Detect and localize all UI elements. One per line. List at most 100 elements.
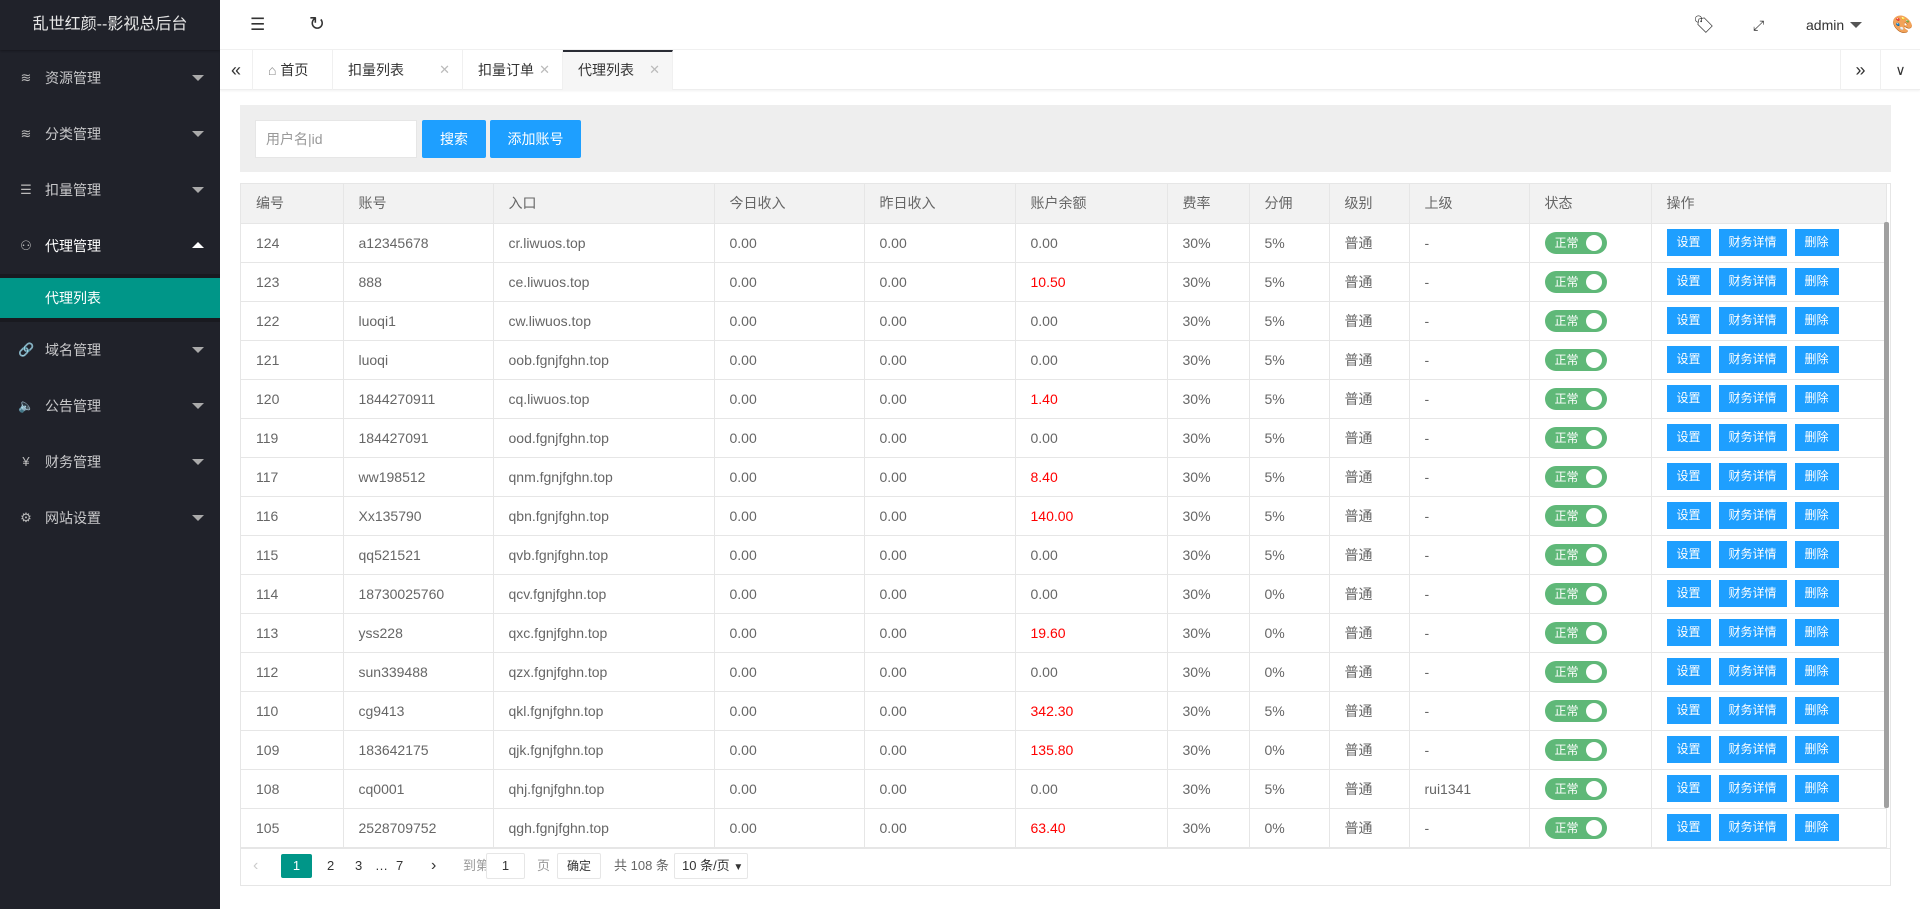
finance-detail-button[interactable]: 财务详情 xyxy=(1718,658,1787,685)
finance-detail-button[interactable]: 财务详情 xyxy=(1718,697,1787,724)
status-toggle[interactable]: 正常 xyxy=(1544,231,1607,254)
chevron-down-icon[interactable]: ∨ xyxy=(1880,50,1920,90)
sidebar-item-7[interactable]: ⚙ 网站设置 xyxy=(0,490,220,546)
delete-button[interactable]: 删除 xyxy=(1794,580,1839,607)
settings-button[interactable]: 设置 xyxy=(1666,541,1711,568)
page-1[interactable]: 1 xyxy=(281,854,312,878)
next-page-icon[interactable]: › xyxy=(431,857,437,874)
delete-button[interactable]: 删除 xyxy=(1794,736,1839,763)
table-scrollbar[interactable] xyxy=(1884,222,1889,808)
settings-button[interactable]: 设置 xyxy=(1666,424,1711,451)
fullscreen-icon[interactable]: ⤢ xyxy=(1753,17,1765,33)
settings-button[interactable]: 设置 xyxy=(1666,736,1711,763)
settings-button[interactable]: 设置 xyxy=(1666,268,1711,295)
tabs-scroll-right-icon[interactable]: » xyxy=(1840,50,1880,90)
delete-button[interactable]: 删除 xyxy=(1794,502,1839,529)
sidebar-item-3[interactable]: ⚇ 代理管理 xyxy=(0,218,220,274)
settings-button[interactable]: 设置 xyxy=(1666,229,1711,256)
finance-detail-button[interactable]: 财务详情 xyxy=(1718,619,1787,646)
search-button[interactable]: 搜索 xyxy=(422,120,486,158)
sidebar-item-0[interactable]: ≋ 资源管理 xyxy=(0,50,220,106)
sidebar-item-6[interactable]: ¥ 财务管理 xyxy=(0,434,220,490)
status-toggle[interactable]: 正常 xyxy=(1544,348,1607,371)
status-toggle[interactable]: 正常 xyxy=(1544,426,1607,449)
close-icon[interactable]: ✕ xyxy=(439,62,450,77)
settings-button[interactable]: 设置 xyxy=(1666,580,1711,607)
page-3[interactable]: 3 xyxy=(355,858,363,873)
status-toggle[interactable]: 正常 xyxy=(1544,699,1607,722)
tab-agent-list[interactable]: 代理列表 ✕ xyxy=(563,50,673,90)
prev-page-icon[interactable]: ‹ xyxy=(253,857,259,874)
refresh-icon[interactable]: ↻ xyxy=(309,14,325,35)
status-toggle[interactable]: 正常 xyxy=(1544,504,1607,527)
settings-button[interactable]: 设置 xyxy=(1666,619,1711,646)
page-7[interactable]: 7 xyxy=(396,858,404,873)
delete-button[interactable]: 删除 xyxy=(1794,463,1839,490)
tab-deduct-orders[interactable]: 扣量订单 ✕ xyxy=(463,50,563,90)
tag-icon[interactable]: 🏷 xyxy=(1693,15,1715,34)
status-toggle[interactable]: 正常 xyxy=(1544,660,1607,683)
add-account-button[interactable]: 添加账号 xyxy=(490,120,581,158)
finance-detail-button[interactable]: 财务详情 xyxy=(1718,385,1787,412)
finance-detail-button[interactable]: 财务详情 xyxy=(1718,424,1787,451)
finance-detail-button[interactable]: 财务详情 xyxy=(1718,268,1787,295)
settings-button[interactable]: 设置 xyxy=(1666,658,1711,685)
finance-detail-button[interactable]: 财务详情 xyxy=(1718,229,1787,256)
delete-button[interactable]: 删除 xyxy=(1794,658,1839,685)
tabs-scroll-left-icon[interactable]: « xyxy=(220,50,253,90)
finance-detail-button[interactable]: 财务详情 xyxy=(1718,775,1787,802)
sidebar-subitem-agent-list[interactable]: 代理列表 xyxy=(0,278,220,318)
delete-button[interactable]: 删除 xyxy=(1794,541,1839,568)
close-icon[interactable]: ✕ xyxy=(539,62,550,77)
delete-button[interactable]: 删除 xyxy=(1794,619,1839,646)
status-toggle[interactable]: 正常 xyxy=(1544,309,1607,332)
finance-detail-button[interactable]: 财务详情 xyxy=(1718,541,1787,568)
status-toggle[interactable]: 正常 xyxy=(1544,777,1607,800)
finance-detail-button[interactable]: 财务详情 xyxy=(1718,502,1787,529)
settings-button[interactable]: 设置 xyxy=(1666,775,1711,802)
finance-detail-button[interactable]: 财务详情 xyxy=(1718,814,1787,841)
settings-button[interactable]: 设置 xyxy=(1666,697,1711,724)
finance-detail-button[interactable]: 财务详情 xyxy=(1718,463,1787,490)
page-size-select[interactable]: 10 条/页 ▼ xyxy=(674,853,748,879)
settings-button[interactable]: 设置 xyxy=(1666,307,1711,334)
goto-page-input[interactable]: 1 xyxy=(486,853,525,879)
settings-button[interactable]: 设置 xyxy=(1666,385,1711,412)
delete-button[interactable]: 删除 xyxy=(1794,268,1839,295)
status-toggle[interactable]: 正常 xyxy=(1544,816,1607,839)
delete-button[interactable]: 删除 xyxy=(1794,814,1839,841)
settings-button[interactable]: 设置 xyxy=(1666,463,1711,490)
settings-button[interactable]: 设置 xyxy=(1666,814,1711,841)
status-toggle[interactable]: 正常 xyxy=(1544,543,1607,566)
finance-detail-button[interactable]: 财务详情 xyxy=(1718,736,1787,763)
delete-button[interactable]: 删除 xyxy=(1794,346,1839,373)
status-toggle[interactable]: 正常 xyxy=(1544,465,1607,488)
palette-icon[interactable]: 🎨 xyxy=(1892,15,1914,34)
search-input[interactable] xyxy=(255,120,417,158)
status-toggle[interactable]: 正常 xyxy=(1544,387,1607,410)
goto-confirm-button[interactable]: 确定 xyxy=(557,853,601,879)
tab-deduct-list[interactable]: 扣量列表 ✕ xyxy=(333,50,463,90)
status-toggle[interactable]: 正常 xyxy=(1544,582,1607,605)
page-2[interactable]: 2 xyxy=(327,858,335,873)
sidebar-item-2[interactable]: ☰ 扣量管理 xyxy=(0,162,220,218)
menu-fold-icon[interactable]: ☰ xyxy=(250,15,266,34)
user-menu[interactable]: admin xyxy=(1806,0,1863,50)
sidebar-item-1[interactable]: ≋ 分类管理 xyxy=(0,106,220,162)
tab-home[interactable]: ⌂ 首页 xyxy=(253,50,333,90)
finance-detail-button[interactable]: 财务详情 xyxy=(1718,346,1787,373)
delete-button[interactable]: 删除 xyxy=(1794,697,1839,724)
delete-button[interactable]: 删除 xyxy=(1794,385,1839,412)
status-toggle[interactable]: 正常 xyxy=(1544,621,1607,644)
delete-button[interactable]: 删除 xyxy=(1794,775,1839,802)
settings-button[interactable]: 设置 xyxy=(1666,502,1711,529)
finance-detail-button[interactable]: 财务详情 xyxy=(1718,307,1787,334)
delete-button[interactable]: 删除 xyxy=(1794,424,1839,451)
settings-button[interactable]: 设置 xyxy=(1666,346,1711,373)
status-toggle[interactable]: 正常 xyxy=(1544,270,1607,293)
finance-detail-button[interactable]: 财务详情 xyxy=(1718,580,1787,607)
sidebar-item-4[interactable]: 🔗 域名管理 xyxy=(0,322,220,378)
status-toggle[interactable]: 正常 xyxy=(1544,738,1607,761)
delete-button[interactable]: 删除 xyxy=(1794,307,1839,334)
sidebar-item-5[interactable]: 🔈 公告管理 xyxy=(0,378,220,434)
